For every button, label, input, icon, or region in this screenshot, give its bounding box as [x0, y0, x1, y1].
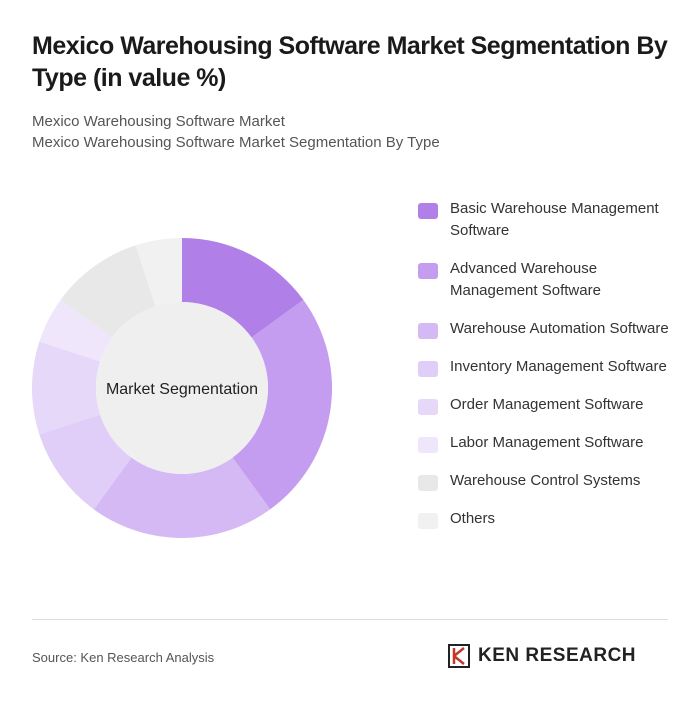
legend-item: Basic Warehouse Management Software: [418, 198, 678, 242]
legend-swatch: [418, 203, 438, 219]
donut-chart: Market Segmentation: [32, 238, 332, 538]
source: Source: Ken Research Analysis: [32, 650, 215, 665]
chart-title: Mexico Warehousing Software Market Segme…: [32, 32, 668, 92]
legend-swatch: [418, 263, 438, 279]
legend-swatch: [418, 475, 438, 491]
subtitle: Mexico Warehousing Software Market: [32, 113, 285, 130]
donut-slice: [32, 341, 101, 435]
legend-swatch: [418, 361, 438, 377]
legend-swatch: [418, 513, 438, 529]
donut-slice: [182, 238, 304, 338]
legend-item: Inventory Management Software: [418, 356, 678, 378]
legend-swatch: [418, 323, 438, 339]
donut-slice: [39, 414, 132, 510]
legend-label: Warehouse Automation Software: [450, 320, 669, 337]
legend-item: Order Management Software: [418, 394, 678, 416]
donut-slice: [232, 299, 332, 510]
legend-item: Advanced Warehouse Management Software: [418, 258, 678, 302]
donut-slice: [93, 457, 271, 538]
legend-label: Order Management Software: [450, 396, 644, 413]
legend-item: Warehouse Control Systems: [418, 470, 678, 492]
legend-label: Warehouse Control Systems: [450, 472, 641, 489]
legend-item: Labor Management Software: [418, 432, 678, 454]
legend-swatch: [418, 399, 438, 415]
logo: KEN RESEARCH: [448, 644, 636, 668]
donut-slice: [60, 245, 156, 338]
legend-label: Advanced Warehouse Management Software: [450, 260, 601, 299]
legend-label: Labor Management Software: [450, 434, 644, 451]
logo-text: KEN RESEARCH: [478, 645, 637, 666]
legend-item: Others: [418, 508, 678, 530]
legend-item: Warehouse Automation Software: [418, 318, 678, 340]
legend-label: Basic Warehouse Management Software: [450, 200, 659, 239]
legend-label: Others: [450, 510, 496, 527]
legend: Basic Warehouse Management Software Advan…: [418, 198, 678, 546]
divider: [32, 619, 668, 620]
logo-icon: [448, 644, 470, 668]
legend-label: Inventory Management Software: [450, 358, 667, 375]
donut-slice: [39, 299, 113, 362]
center-label: Market Segmentation: [106, 381, 258, 398]
donut-hole: [96, 302, 268, 474]
legend-swatch: [418, 437, 438, 453]
donut-slice: [135, 238, 182, 307]
subtitle: Mexico Warehousing Software Market Segme…: [32, 134, 440, 151]
